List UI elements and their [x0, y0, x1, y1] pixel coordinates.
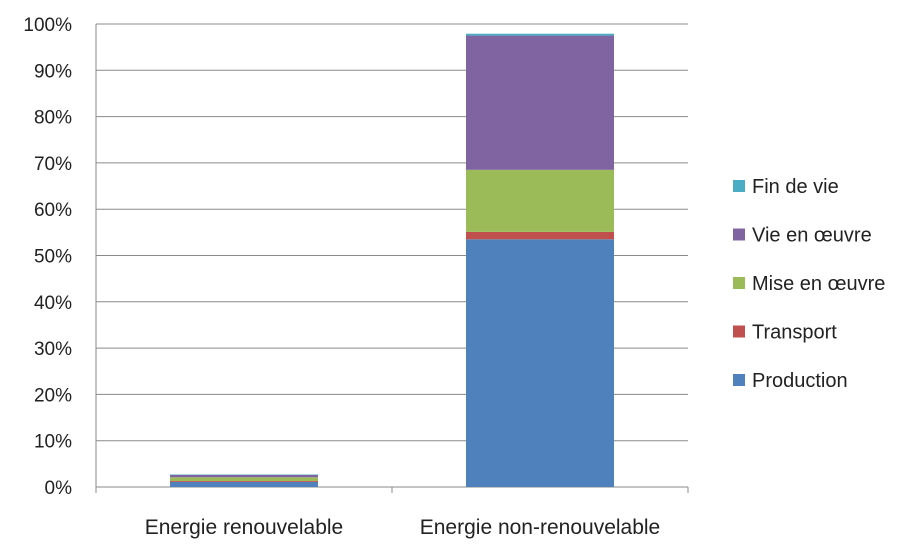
y-tick-label: 10%: [34, 432, 72, 453]
y-tick-label: 90%: [34, 61, 72, 82]
legend-item: Mise en œuvre: [733, 273, 885, 295]
y-tick-label: 40%: [34, 293, 72, 314]
legend-item: Vie en œuvre: [733, 225, 872, 247]
legend-swatch: [733, 180, 745, 192]
bar-segment-vie-en-uvre-1: [466, 36, 614, 170]
x-tick-labels: Energie renouvelable Energie non-renouvel…: [145, 516, 661, 539]
y-tick-label: 60%: [34, 200, 72, 221]
y-tick-label: 70%: [34, 154, 72, 175]
legend-label: Vie en œuvre: [752, 225, 872, 247]
y-tick-label: 20%: [34, 385, 72, 406]
bar-segment-transport-0: [170, 481, 318, 482]
legend-swatch: [733, 374, 745, 386]
y-tick-label: 100%: [23, 15, 72, 36]
bars: [170, 34, 614, 487]
y-tick-label: 0%: [45, 478, 73, 499]
bar-segment-production-1: [466, 239, 614, 487]
legend-label: Transport: [752, 322, 837, 344]
bar-segment-mise-en-uvre-1: [466, 170, 614, 232]
y-tick-label: 80%: [34, 108, 72, 129]
legend-item: Production: [733, 370, 848, 392]
x-tick-label: Energie non-renouvelable: [420, 516, 661, 539]
legend-label: Production: [752, 370, 848, 392]
bar-segment-transport-1: [466, 232, 614, 239]
legend-label: Mise en œuvre: [752, 273, 885, 295]
legend: Fin de vie Vie en œuvre Mise en œuvre Trans…: [733, 176, 885, 392]
y-tick-label: 30%: [34, 339, 72, 360]
legend-swatch: [733, 326, 745, 338]
legend-item: Transport: [733, 322, 837, 344]
bar-segment-mise-en-uvre-0: [170, 477, 318, 481]
bar-segment-fin-de-vie-1: [466, 34, 614, 36]
y-tick-label: 50%: [34, 247, 72, 268]
x-tick-label: Energie renouvelable: [145, 516, 343, 539]
bar-segment-vie-en-uvre-0: [170, 475, 318, 477]
legend-item: Fin de vie: [733, 176, 839, 198]
y-tick-labels: 0% 10% 20% 30% 40% 50% 60% 70% 80% 90% 100%: [23, 15, 72, 499]
legend-swatch: [733, 277, 745, 289]
legend-swatch: [733, 229, 745, 241]
bar-segment-production-0: [170, 482, 318, 487]
legend-label: Fin de vie: [752, 176, 839, 198]
